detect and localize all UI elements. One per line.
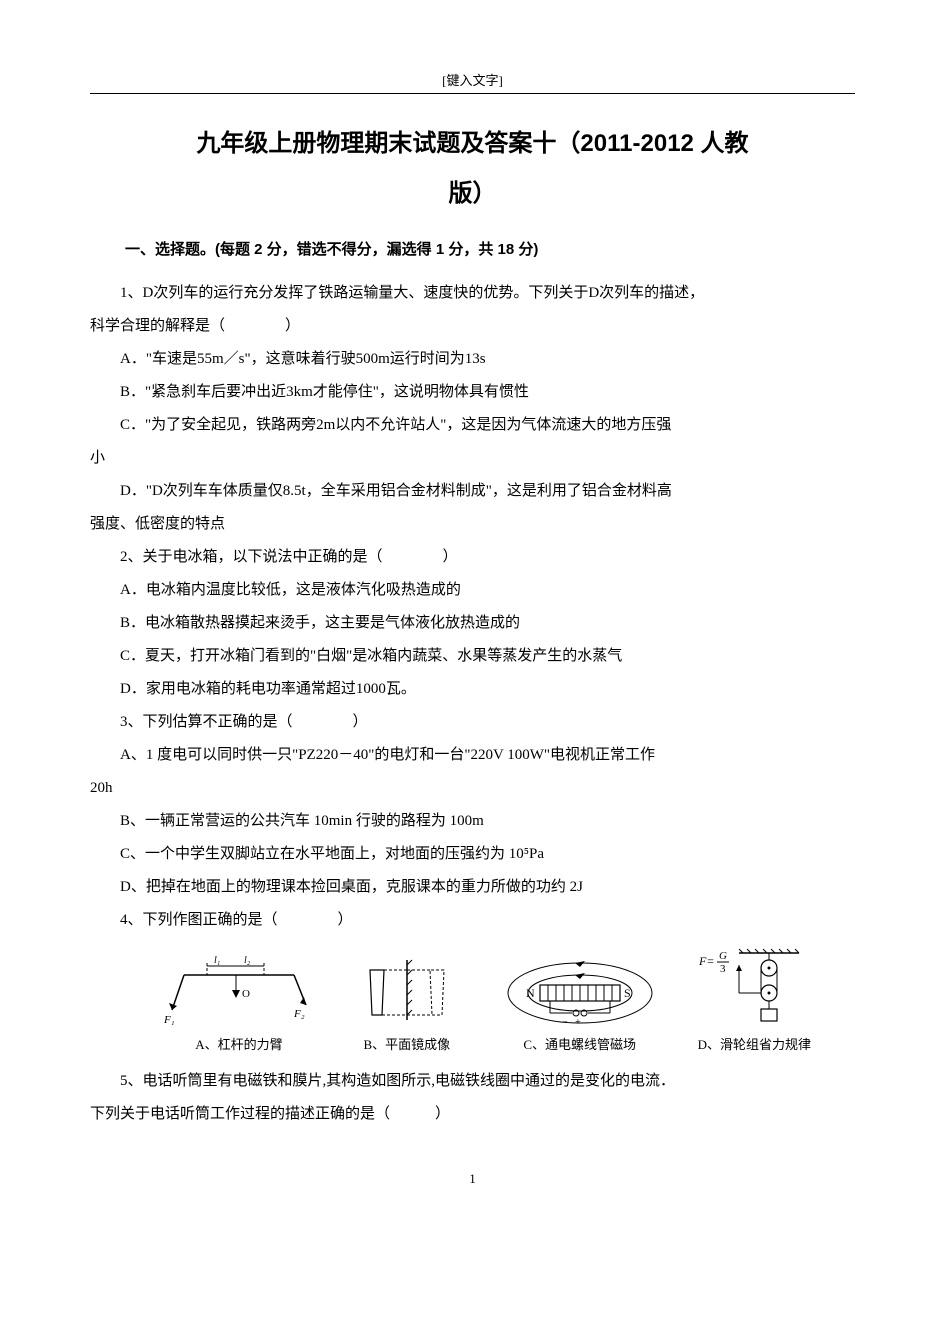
figure-d-pulley: F= G 3 D、滑轮组省力规律 [698,945,811,1053]
q2-option-d: D．家用电冰箱的耗电功率通常超过1000瓦。 [90,673,855,706]
svg-text:F₂: F₂ [293,1008,305,1020]
title-line-2: 版） [90,169,855,219]
figure-b-label: B、平面镜成像 [363,1034,450,1053]
q2-option-b: B．电冰箱散热器摸起来烫手，这主要是气体液化放热造成的 [90,607,855,640]
header-note: [键入文字] [90,70,855,89]
svg-text:F₁: F₁ [164,1014,175,1026]
q4-figures-row: O l₁ l₂ F₁ F₂ A、杠杆的力臂 [150,945,825,1053]
q5-stem-1: 5、电话听筒里有电磁铁和膜片,其构造如图所示,电磁铁线圈中通过的是变化的电流． [90,1065,855,1098]
figure-b-mirror: B、平面镜成像 [352,955,462,1053]
section-1-title: 一、选择题。(每题 2 分，错选不得分，漏选得 1 分，共 18 分) [125,235,855,265]
header-divider [90,93,855,94]
q1-stem-1: 1、D次列车的运行充分发挥了铁路运输量大、速度快的优势。下列关于D次列车的描述， [90,277,855,310]
q3-option-c: C、一个中学生双脚站立在水平地面上，对地面的压强约为 10⁵Pa [90,838,855,871]
svg-text:l₂: l₂ [244,955,251,966]
q3-option-a2: 20h [90,772,855,805]
figure-c-solenoid: N S − + C、通电螺线管磁场 [500,955,660,1053]
figure-a-label: A、杠杆的力臂 [195,1034,282,1053]
main-title: 九年级上册物理期末试题及答案十（2011-2012 人教 版） [90,119,855,220]
q1-option-a: A．"车速是55m／s"，这意味着行驶500m运行时间为13s [90,343,855,376]
q1-stem-2: 科学合理的解释是（ ） [90,310,855,343]
page-number: 1 [90,1171,855,1187]
lever-o-label: O [242,988,250,1000]
q1-option-d2: 强度、低密度的特点 [90,508,855,541]
q3-option-a: A、1 度电可以同时供一只"PZ220－40"的电灯和一台"220V 100W"… [90,739,855,772]
q1-option-c2: 小 [90,442,855,475]
figure-a-lever: O l₁ l₂ F₁ F₂ A、杠杆的力臂 [164,955,314,1053]
q5-stem-2: 下列关于电话听筒工作过程的描述正确的是（ ） [90,1098,855,1131]
q2-option-a: A．电冰箱内温度比较低，这是液体汽化吸热造成的 [90,574,855,607]
q1-option-d: D．"D次列车车体质量仅8.5t，全车采用铝合金材料制成"，这是利用了铝合金材料… [90,475,855,508]
pulley-formula: F= [699,954,714,968]
svg-text:− +: − + [562,1017,581,1028]
q3-option-b: B、一辆正常营运的公共汽车 10min 行驶的路程为 100m [90,805,855,838]
q3-option-d: D、把掉在地面上的物理课本捡回桌面，克服课本的重力所做的功约 2J [90,871,855,904]
pulley-diagram-icon: F= G 3 [699,945,809,1030]
solenoid-s-label: S [624,986,631,1000]
q1-option-c: C．"为了安全起见，铁路两旁2m以内不允许站人"，这是因为气体流速大的地方压强 [90,409,855,442]
title-line-1: 九年级上册物理期末试题及答案十（2011-2012 人教 [90,119,855,169]
svg-text:3: 3 [720,963,726,975]
figure-c-label: C、通电螺线管磁场 [523,1034,636,1053]
q2-option-c: C．夏天，打开冰箱门看到的"白烟"是冰箱内蔬菜、水果等蒸发产生的水蒸气 [90,640,855,673]
q1-option-b: B．"紧急刹车后要冲出近3km才能停住"，这说明物体具有惯性 [90,376,855,409]
solenoid-n-label: N [526,986,535,1000]
mirror-diagram-icon [352,955,462,1030]
q4-stem: 4、下列作图正确的是（ ） [90,904,855,937]
svg-text:l₁: l₁ [214,955,220,966]
solenoid-diagram-icon: N S − + [500,955,660,1030]
q2-stem: 2、关于电冰箱，以下说法中正确的是（ ） [90,541,855,574]
q3-stem: 3、下列估算不正确的是（ ） [90,706,855,739]
figure-d-label: D、滑轮组省力规律 [698,1034,811,1053]
lever-diagram-icon: O l₁ l₂ F₁ F₂ [164,955,314,1030]
svg-text:G: G [719,950,727,962]
